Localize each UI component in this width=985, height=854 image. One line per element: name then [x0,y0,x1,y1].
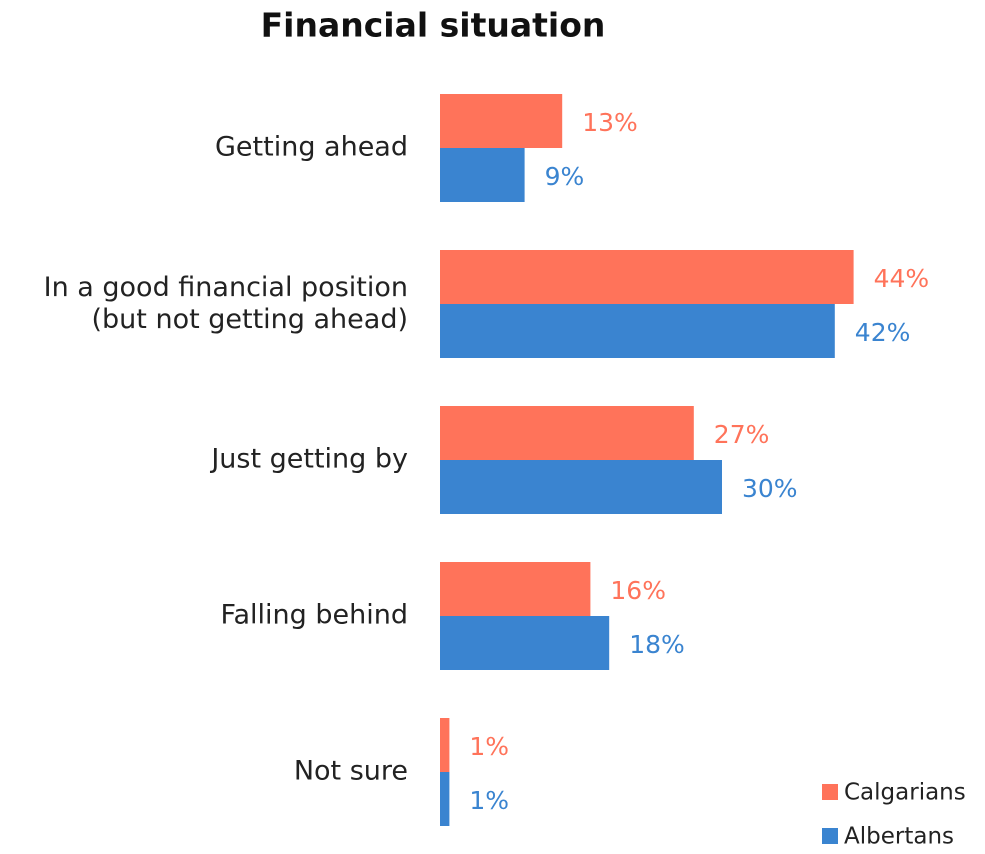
value-label: 30% [742,474,798,503]
bar [440,460,722,514]
legend-swatch [822,828,838,844]
value-label: 9% [545,162,585,191]
legend-label: Albertans [844,824,954,850]
category-label: Not sure [294,756,408,787]
value-label: 13% [582,108,638,137]
legend-swatch [822,784,838,800]
bar [440,250,854,304]
legend-label: Calgarians [844,780,966,806]
value-label: 18% [629,630,685,659]
category-label: In a good financial position (but not get… [44,271,408,334]
bar [440,148,525,202]
value-label: 42% [855,318,911,347]
category-label: Just getting by [209,444,408,475]
category-label: Falling behind [220,600,408,631]
value-label: 1% [469,732,509,761]
value-label: 27% [714,420,770,449]
value-label: 44% [874,264,930,293]
bar [440,562,591,616]
bar [440,772,450,826]
value-label: 1% [469,786,509,815]
bar [440,406,694,460]
value-label: 16% [610,576,666,605]
bar [440,718,450,772]
chart-title: Financial situation [261,6,606,45]
bar [440,616,610,670]
bar [440,304,835,358]
bar [440,94,563,148]
category-label: Getting ahead [215,132,408,163]
